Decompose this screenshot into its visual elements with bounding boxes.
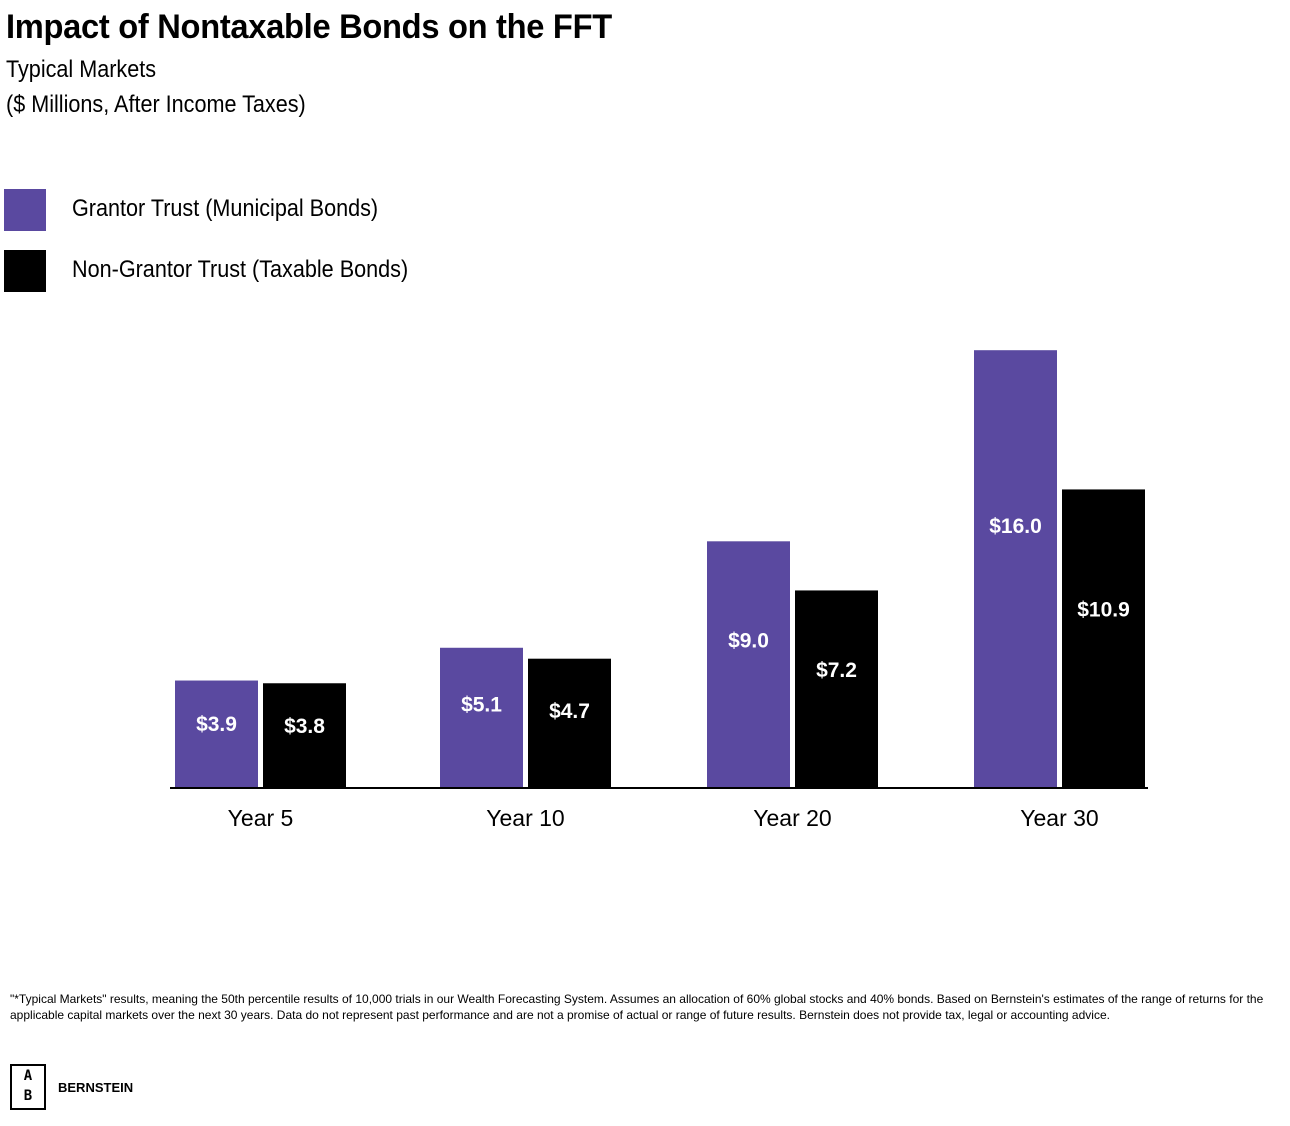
data-label: $10.9 bbox=[1077, 598, 1130, 621]
chart-subtitle: Typical Markets bbox=[6, 56, 157, 83]
x-tick-label: Year 5 bbox=[228, 805, 294, 831]
bar-grantor-year-5 bbox=[175, 680, 258, 787]
bar-non-grantor-year-5 bbox=[263, 683, 346, 787]
logo-letter-bottom: B bbox=[23, 1088, 33, 1104]
bar-grantor-year-20 bbox=[707, 541, 790, 787]
legend-label-grantor: Grantor Trust (Municipal Bonds) bbox=[72, 195, 379, 222]
bar-grantor-year-10 bbox=[440, 647, 523, 787]
x-tick-label: Year 30 bbox=[1020, 805, 1098, 831]
bar-grantor-year-30 bbox=[974, 350, 1057, 787]
bar-chart: $3.9 $3.8 Year 5 $5.1 $4.7 Year 10 $9.0 $7.2 Yea… bbox=[170, 350, 1148, 831]
legend-swatch-non-grantor bbox=[4, 250, 46, 292]
data-label: $3.9 bbox=[196, 713, 237, 736]
x-tick-label: Year 10 bbox=[486, 805, 564, 831]
ab-logo: A B bbox=[10, 1064, 46, 1110]
data-label: $7.2 bbox=[816, 659, 857, 682]
data-label: $4.7 bbox=[549, 700, 590, 723]
bar-non-grantor-year-30 bbox=[1062, 489, 1145, 787]
legend-label-non-grantor: Non-Grantor Trust (Taxable Bonds) bbox=[72, 256, 409, 283]
x-tick-label: Year 20 bbox=[753, 805, 831, 831]
data-label: $16.0 bbox=[989, 515, 1042, 538]
data-label: $3.8 bbox=[284, 715, 325, 738]
data-label: $5.1 bbox=[461, 693, 502, 716]
chart-units: ($ Millions, After Income Taxes) bbox=[6, 91, 306, 118]
footnote: "*Typical Markets" results, meaning the … bbox=[10, 992, 1264, 1022]
data-label: $9.0 bbox=[728, 630, 769, 653]
logo-letter-top: A bbox=[23, 1068, 33, 1084]
legend-swatch-grantor bbox=[4, 189, 46, 231]
brand-name: BERNSTEIN bbox=[58, 1080, 134, 1095]
chart-title: Impact of Nontaxable Bonds on the FFT bbox=[6, 8, 612, 46]
bar-non-grantor-year-20 bbox=[795, 590, 878, 787]
bar-non-grantor-year-10 bbox=[528, 658, 611, 787]
